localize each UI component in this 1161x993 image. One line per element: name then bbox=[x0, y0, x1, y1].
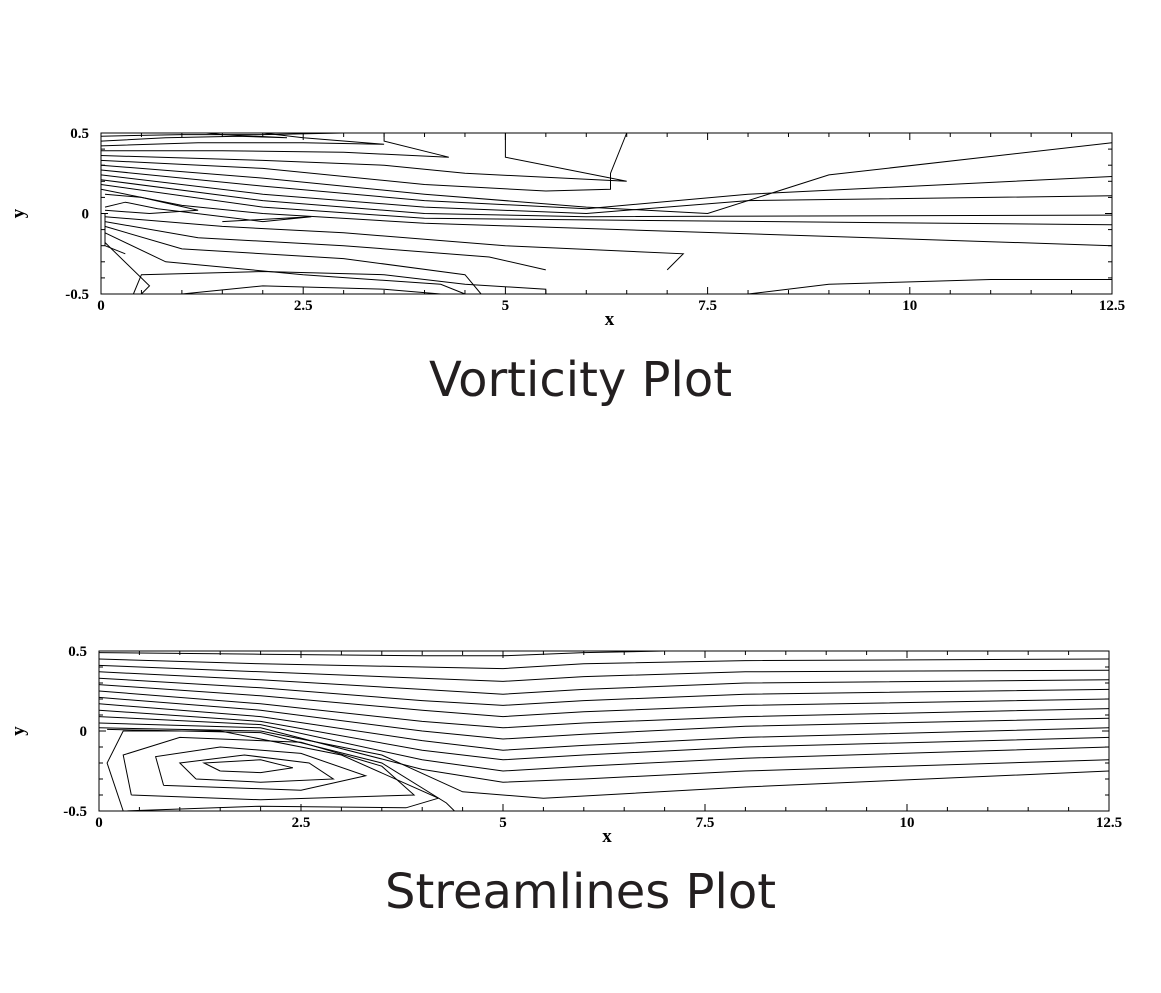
vorticity-contour-line bbox=[100, 133, 627, 182]
vorticity-contour-line bbox=[747, 279, 1112, 295]
vorticity-x-tick-label: 12.5 bbox=[1099, 298, 1125, 314]
streamlines-contour-line bbox=[98, 658, 1110, 670]
streamlines-y-tick-label: 0.5 bbox=[68, 644, 87, 660]
vorticity-x-tick-label: 7.5 bbox=[698, 298, 717, 314]
vorticity-contour-line bbox=[104, 221, 546, 271]
streamlines-contour-line bbox=[122, 736, 416, 801]
vorticity-contour-line bbox=[104, 201, 312, 223]
streamlines-contour-line bbox=[106, 730, 440, 812]
streamlines-x-tick-label: 10 bbox=[900, 815, 915, 831]
streamlines-contour-line bbox=[154, 746, 368, 791]
vorticity-x-tick-label: 5 bbox=[502, 298, 510, 314]
streamlines-contour-line bbox=[178, 754, 335, 783]
vorticity-x-axis-title: x bbox=[605, 309, 615, 330]
streamlines-contour-line bbox=[107, 728, 455, 812]
streamlines-contour-line bbox=[98, 684, 1110, 718]
streamlines-contour-line bbox=[98, 703, 1110, 751]
vorticity-contour-line bbox=[101, 133, 449, 158]
streamlines-contour-line bbox=[98, 677, 1110, 706]
streamlines-x-tick-label: 12.5 bbox=[1096, 815, 1122, 831]
streamlines-contour-line bbox=[98, 664, 1110, 682]
streamlines-contour-line bbox=[98, 650, 1109, 657]
streamlines-x-tick-label: 0 bbox=[95, 815, 103, 831]
streamlines-plot-panel: 0 2.5 5 7.5 10 12.5 0.5 0 -0.5 x y Streamlines Plo… bbox=[0, 500, 1161, 993]
streamlines-contour-line bbox=[98, 696, 1110, 740]
vorticity-contour-line bbox=[181, 285, 441, 295]
streamlines-contour-line bbox=[98, 722, 1110, 783]
streamlines-contour-line bbox=[98, 690, 1110, 729]
vorticity-contour-line bbox=[104, 225, 482, 295]
vorticity-contour-line bbox=[100, 174, 1113, 215]
vorticity-y-tick-label: -0.5 bbox=[65, 287, 89, 303]
streamlines-contour-line bbox=[98, 716, 1110, 772]
vorticity-contour-line bbox=[104, 242, 151, 295]
vorticity-contour-line bbox=[132, 270, 547, 295]
streamlines-x-axis-title: x bbox=[602, 826, 612, 847]
streamlines-plot-chart: 0 2.5 5 7.5 10 12.5 0.5 0 -0.5 x y bbox=[8, 644, 1122, 847]
streamlines-y-tick-label: -0.5 bbox=[63, 804, 87, 820]
vorticity-contour-line bbox=[100, 179, 1113, 218]
streamlines-x-tick-label: 5 bbox=[499, 815, 507, 831]
streamlines-plot-title: Streamlines Plot bbox=[384, 864, 777, 920]
vorticity-contour-line bbox=[100, 132, 385, 147]
streamlines-x-tick-label: 2.5 bbox=[292, 815, 311, 831]
streamlines-contour-line bbox=[98, 671, 1110, 695]
vorticity-contour-line bbox=[100, 169, 1113, 210]
vorticity-y-tick-label: 0 bbox=[82, 207, 90, 223]
streamlines-y-axis-title: y bbox=[8, 726, 29, 736]
vorticity-x-tick-label: 0 bbox=[97, 298, 105, 314]
vorticity-x-tick-label: 10 bbox=[902, 298, 917, 314]
streamlines-contour-line bbox=[98, 727, 1110, 799]
vorticity-contour-line bbox=[100, 184, 1113, 226]
vorticity-plot-chart: 0 2.5 5 7.5 10 12.5 0.5 0 -0.5 x y bbox=[8, 126, 1125, 330]
vorticity-x-tick-label: 2.5 bbox=[294, 298, 313, 314]
streamlines-y-tick-label: 0 bbox=[80, 724, 88, 740]
streamlines-contour-line bbox=[98, 709, 1110, 761]
streamlines-x-tick-label: 7.5 bbox=[696, 815, 715, 831]
vorticity-contour-line bbox=[104, 213, 126, 255]
vorticity-plot-panel: 0 2.5 5 7.5 10 12.5 0.5 0 -0.5 x y Vorticity Plot bbox=[8, 126, 1125, 408]
vorticity-contour-line bbox=[104, 193, 199, 215]
vorticity-contour-line bbox=[104, 216, 685, 271]
vorticity-y-tick-label: 0.5 bbox=[70, 126, 89, 142]
vorticity-contour-line bbox=[100, 132, 628, 192]
vorticity-plot-title: Vorticity Plot bbox=[428, 352, 733, 408]
streamlines-contour-line bbox=[202, 759, 294, 774]
vorticity-y-axis-title: y bbox=[8, 208, 29, 218]
vorticity-contour-line bbox=[100, 142, 1113, 215]
vorticity-contour-line bbox=[104, 232, 466, 295]
